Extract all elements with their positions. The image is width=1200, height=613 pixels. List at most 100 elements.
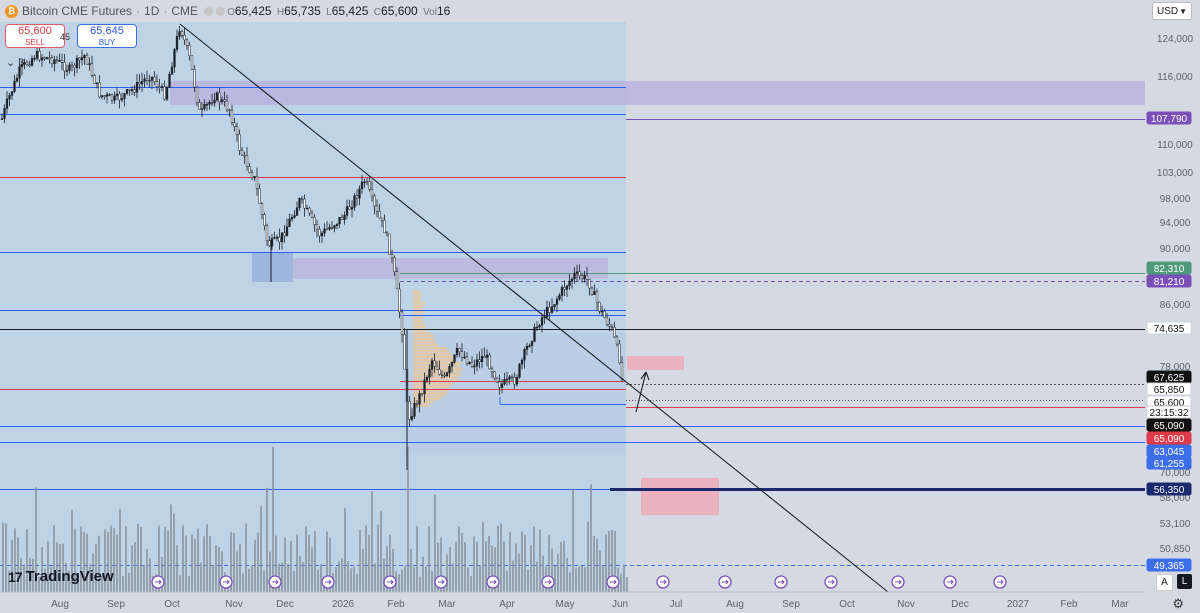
- time-axis-labels: Aug Sep Oct Nov Dec 2026 Feb Mar Apr May Jun Jul Aug…: [51, 599, 1129, 610]
- volume-bar: [44, 568, 46, 592]
- price-tick-label: 116,000: [1157, 72, 1193, 83]
- sell-button[interactable]: 65,600 SELL: [5, 24, 65, 48]
- indicator-count: 3: [18, 57, 25, 69]
- price-axis[interactable]: [1145, 0, 1200, 613]
- volume-bar: [122, 576, 124, 592]
- fvg-zone[interactable]: [293, 258, 608, 279]
- volume-profile-row: [413, 332, 432, 335]
- candle-body: [265, 225, 269, 241]
- ohlc-readout: O65,425 H65,735 L65,425 C65,600 Vol16: [227, 4, 452, 18]
- candle-body: [378, 211, 381, 219]
- candle-body: [175, 36, 179, 50]
- candle-body: [340, 216, 344, 220]
- gear-icon[interactable]: ⚙: [1172, 596, 1184, 611]
- candle-body: [135, 82, 139, 93]
- candle-body: [325, 228, 329, 231]
- candle-body: [490, 368, 494, 373]
- volume-bar: [47, 540, 49, 592]
- volume-profile-row: [413, 299, 421, 302]
- candle-body: [508, 376, 511, 380]
- volume-bar: [119, 508, 121, 592]
- candle-body: [180, 31, 184, 36]
- volume-bar: [476, 541, 478, 592]
- event-arrow-icon-glyph: [660, 579, 667, 585]
- volume-bar: [602, 566, 604, 592]
- volume-bar: [17, 537, 19, 592]
- candle-body: [618, 343, 621, 363]
- interval-label[interactable]: 1D: [144, 4, 160, 18]
- candle-body: [398, 288, 401, 313]
- candle-body: [260, 203, 264, 215]
- volume-bar: [386, 546, 388, 592]
- currency-select[interactable]: USD ▼: [1152, 2, 1192, 20]
- candle-body: [263, 214, 266, 226]
- volume-bar: [434, 494, 436, 592]
- volume-bar: [449, 546, 451, 592]
- candle-body: [158, 86, 161, 89]
- target-zone[interactable]: [627, 356, 684, 370]
- candle-body: [128, 89, 131, 91]
- candle-body: [170, 66, 174, 75]
- symbol-name[interactable]: Bitcoin CME Futures: [22, 4, 133, 18]
- supply-zone[interactable]: [170, 81, 1145, 105]
- candle-body: [218, 92, 221, 102]
- time-tick-label: Mar: [1111, 599, 1129, 610]
- demand-zone-dec[interactable]: [252, 252, 293, 282]
- candle-body: [45, 57, 49, 60]
- volume-bar: [461, 532, 463, 592]
- candle-body: [503, 379, 506, 385]
- volume-bar: [317, 569, 319, 592]
- volume-bar: [20, 557, 22, 592]
- volume-bar: [623, 564, 625, 592]
- candle-body: [450, 361, 454, 367]
- volume-bar: [353, 566, 355, 592]
- candle-body: [168, 74, 171, 88]
- candle-body: [230, 110, 234, 123]
- volume-bar: [173, 513, 175, 592]
- indicators-toggle[interactable]: ⌄ 3: [6, 56, 24, 69]
- demand-zone-pink[interactable]: [641, 478, 719, 515]
- trendline[interactable]: [179, 23, 889, 593]
- ohlc-high: 65,735: [284, 4, 321, 18]
- candle-body: [238, 133, 241, 151]
- volume-bar: [521, 531, 523, 592]
- candle-body: [363, 181, 366, 184]
- volume-bar: [509, 532, 511, 592]
- candle-body: [400, 311, 404, 335]
- candle-body: [65, 70, 69, 72]
- event-arrow-icon-glyph: [155, 579, 162, 585]
- bitcoin-icon: ₿: [5, 4, 18, 18]
- volume-profile-row: [413, 404, 431, 407]
- exchange-label: CME: [171, 4, 199, 18]
- volume-bar: [101, 575, 103, 592]
- volume-bar: [170, 504, 172, 592]
- candle-body: [108, 94, 111, 96]
- candle-body: [148, 80, 151, 82]
- candle-body: [465, 356, 469, 364]
- candle-body: [215, 92, 219, 101]
- candle-body: [358, 188, 361, 199]
- buy-button[interactable]: 65,645 BUY: [77, 24, 137, 48]
- volume-bar: [59, 543, 61, 592]
- volume-bar: [290, 540, 292, 592]
- candle-body: [370, 189, 374, 197]
- candle-body: [445, 372, 449, 376]
- volume-bar: [359, 529, 361, 592]
- volume-profile-row: [413, 392, 448, 395]
- volume-bar: [473, 536, 475, 592]
- candle-body: [163, 86, 166, 100]
- event-markers[interactable]: [151, 575, 1007, 589]
- time-axis[interactable]: [0, 592, 1145, 613]
- volume-bar: [299, 555, 301, 592]
- log-scale-button[interactable]: L: [1177, 574, 1192, 589]
- volume-profile-row: [413, 317, 423, 320]
- volume-bar: [503, 541, 505, 592]
- volume-bar: [329, 538, 331, 592]
- projection-arrow[interactable]: [635, 371, 650, 413]
- candle-body: [300, 198, 304, 200]
- auto-scale-button[interactable]: A: [1156, 574, 1173, 591]
- candle-body: [243, 154, 246, 157]
- tradingview-logo[interactable]: 17 TradingView: [8, 568, 114, 585]
- candle-body: [278, 236, 281, 243]
